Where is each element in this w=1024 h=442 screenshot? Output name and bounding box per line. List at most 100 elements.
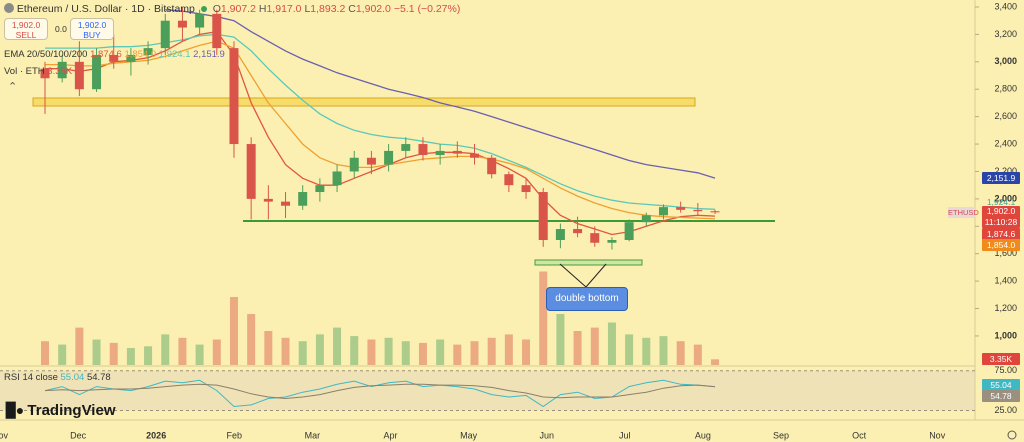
ema-value: 1,924.1 bbox=[158, 49, 191, 60]
candle-body bbox=[74, 61, 84, 90]
y-tick-label: 2,600 bbox=[994, 111, 1017, 121]
candle-body bbox=[401, 144, 411, 151]
ema200-badge: 2,151.9 bbox=[982, 172, 1020, 184]
settings-icon[interactable] bbox=[1007, 430, 1017, 440]
candle-body bbox=[487, 157, 497, 175]
brand: ▉● TradingView bbox=[6, 402, 116, 419]
buy-label: BUY bbox=[83, 30, 101, 40]
collapse-arrow[interactable]: ⌃ bbox=[8, 81, 18, 93]
volume-bar bbox=[676, 341, 685, 365]
y-tick-label: 1,600 bbox=[994, 248, 1017, 258]
price-badge: 1,902.0 11:10:28 bbox=[982, 206, 1020, 228]
volume-bar bbox=[75, 327, 84, 365]
candle-body bbox=[246, 144, 256, 199]
volume-bar bbox=[642, 337, 651, 365]
ohlc-value: 1,907.2 bbox=[220, 3, 256, 15]
y-tick-label: 3,400 bbox=[994, 1, 1017, 11]
y-tick-label: 2,000 bbox=[994, 193, 1017, 203]
volume-bar bbox=[161, 334, 170, 365]
candle-body bbox=[418, 144, 428, 156]
volume-bar bbox=[522, 339, 531, 365]
candle-body bbox=[315, 185, 325, 193]
volume-bar bbox=[711, 359, 720, 365]
rsi-line bbox=[44, 383, 716, 400]
ema-legend: EMA 20/50/100/200 1,874.6 1,854.0 1,924.… bbox=[4, 49, 225, 60]
x-tick-label: Nov bbox=[0, 430, 8, 440]
volume-bar bbox=[384, 337, 393, 365]
ema100-badge: 1,924.1 bbox=[986, 197, 1016, 207]
candle-body bbox=[607, 239, 617, 243]
x-tick-label: Feb bbox=[227, 430, 243, 440]
eth-icon bbox=[4, 3, 14, 13]
volume-bar bbox=[298, 341, 307, 365]
candle-body bbox=[590, 233, 600, 243]
candle-body bbox=[624, 222, 634, 240]
back-layer bbox=[0, 271, 975, 411]
buy-price: 1,902.0 bbox=[77, 20, 107, 30]
x-tick-label: Aug bbox=[695, 430, 711, 440]
callout-line bbox=[559, 263, 587, 288]
rsi-tick-label: 75.00 bbox=[994, 365, 1017, 375]
candle-body bbox=[676, 207, 686, 210]
x-tick-label: Sep bbox=[773, 430, 789, 440]
symbol-line: Ethereum / U.S. Dollar · 1D · Bitstamp O… bbox=[4, 3, 460, 15]
candle-body bbox=[573, 229, 583, 234]
volume-bar bbox=[41, 341, 49, 365]
sell-button[interactable]: 1,902.0 SELL bbox=[4, 18, 48, 40]
candle-body bbox=[177, 20, 187, 28]
rsi-tick-label: 25.00 bbox=[994, 405, 1017, 415]
callout-line bbox=[585, 263, 607, 288]
volume-bar bbox=[92, 339, 101, 365]
volume-bar bbox=[333, 327, 342, 365]
volume-bar bbox=[281, 337, 290, 365]
annotation: double bottom bbox=[546, 287, 628, 311]
x-tick-label: Nov bbox=[929, 430, 946, 440]
volume-bar bbox=[556, 314, 565, 365]
rsi-line bbox=[44, 379, 716, 408]
volume-bar bbox=[144, 346, 153, 365]
candle-body bbox=[195, 13, 205, 28]
volume-bar bbox=[401, 341, 410, 365]
candle-body bbox=[212, 13, 222, 49]
brand-logo: ▉● bbox=[6, 402, 24, 418]
change: −5.1 (−0.27%) bbox=[393, 3, 461, 15]
volume-bar bbox=[470, 341, 479, 365]
rsi-legend: RSI 14 close 55.04 54.78 bbox=[4, 372, 111, 383]
candle-body bbox=[521, 185, 531, 193]
candle-body bbox=[435, 150, 445, 156]
volume-bar bbox=[453, 344, 462, 365]
buy-button[interactable]: 1,902.0 BUY bbox=[70, 18, 114, 40]
volume-badge: 3.35K bbox=[982, 353, 1020, 365]
candle-body bbox=[92, 54, 102, 90]
y-tick-label: 2,800 bbox=[994, 84, 1017, 94]
y-tick-label: 1,400 bbox=[994, 275, 1017, 285]
resistance-zone bbox=[32, 97, 696, 107]
volume-bar bbox=[247, 314, 256, 365]
y-tick-label: 2,400 bbox=[994, 138, 1017, 148]
vol-label: Vol · ETH bbox=[4, 66, 45, 77]
ema-line bbox=[45, 30, 716, 236]
x-tick-label: May bbox=[460, 430, 478, 440]
last-price: 1,902.0 bbox=[986, 206, 1016, 216]
volume-bar bbox=[367, 339, 376, 365]
x-tick-label: 2026 bbox=[146, 430, 166, 440]
volume-bar bbox=[487, 337, 496, 365]
vol-value: 3.35K bbox=[47, 66, 73, 77]
countdown: 11:10:28 bbox=[984, 217, 1018, 227]
y-tick-label: 1,200 bbox=[994, 303, 1017, 313]
candle-body bbox=[470, 153, 479, 158]
x-tick-label: Jun bbox=[539, 430, 554, 440]
ema-value: 1,874.6 bbox=[90, 49, 122, 60]
ohlc: O1,907.2 H1,917.0 L1,893.2 C1,902.0 bbox=[213, 3, 394, 15]
ohlc-value: 1,902.0 bbox=[355, 3, 391, 15]
candle-body bbox=[109, 54, 119, 62]
volume-bar bbox=[195, 344, 204, 365]
brand-name: TradingView bbox=[27, 402, 116, 419]
ema50-badge: 1,854.0 bbox=[982, 239, 1020, 251]
ohlc-value: 1,917.0 bbox=[266, 3, 302, 15]
candle-body bbox=[229, 48, 239, 145]
volume-bar bbox=[573, 331, 582, 365]
market-status bbox=[200, 6, 207, 12]
